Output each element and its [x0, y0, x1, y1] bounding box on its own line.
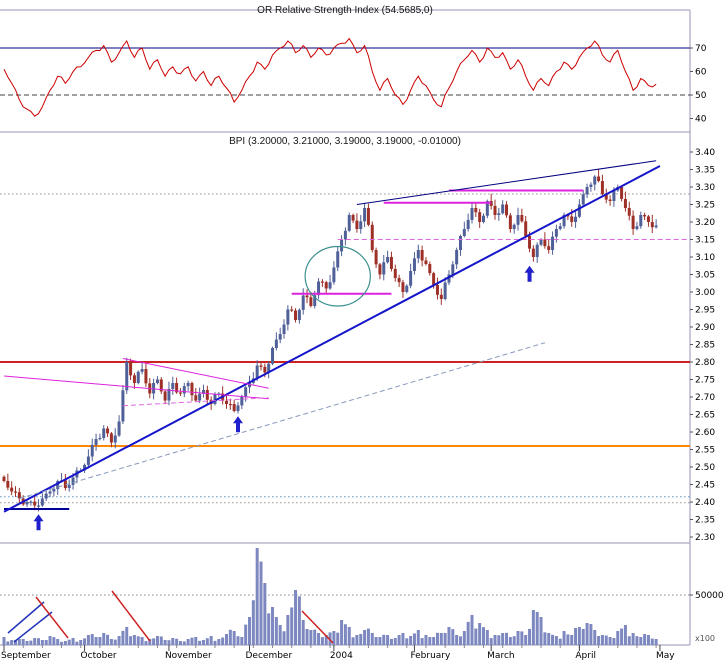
- price-axis-label: 2.85: [695, 341, 715, 351]
- highlight-circle: [304, 245, 371, 307]
- price-axis-label: 3.05: [695, 271, 715, 281]
- buy-signal-arrow: [232, 416, 243, 433]
- price-axis-label: 3.30: [695, 183, 715, 193]
- month-axis-label: September: [1, 651, 51, 661]
- rsi-axis-label: 50: [695, 91, 707, 101]
- price-axis-label: 2.55: [695, 446, 715, 456]
- price-axis-label: 2.90: [695, 323, 715, 333]
- month-axis-label: February: [410, 651, 451, 661]
- axis-labels: 3.40 3.35 3.30 3.25 3.20 3.15 3.10 3.05 3.00 2.95…: [1, 44, 724, 661]
- price-axis-label: 3.25: [695, 201, 715, 211]
- price-axis-label: 3.10: [695, 253, 715, 263]
- buy-signal-arrow: [524, 265, 535, 282]
- price-axis-label: 3.40: [695, 148, 715, 158]
- indicator-title: OR Relative Strength Index (54.5685,0): [257, 5, 433, 16]
- price-axis-label: 3.20: [695, 218, 715, 228]
- rsi-axis-label: 70: [695, 44, 707, 54]
- price-axis-label: 3.35: [695, 166, 715, 176]
- volume-axis-label: 50000: [695, 591, 724, 601]
- month-axis-label: May: [656, 651, 675, 661]
- price-axis-label: 2.60: [695, 428, 715, 438]
- month-axis-label: October: [81, 651, 117, 661]
- price-axis-label: 3.15: [695, 236, 715, 246]
- price-axis-label: 2.45: [695, 481, 715, 491]
- rsi-panel: [0, 37, 690, 117]
- buy-signal-arrow: [33, 514, 44, 531]
- rsi-line: [3, 37, 657, 117]
- rsi-axis-label: 60: [695, 68, 707, 78]
- month-axis-label: April: [575, 651, 596, 661]
- price-title: BPI (3.20000, 3.21000, 3.19000, 3.19000,…: [229, 136, 461, 147]
- rsi-axis-label: 40: [695, 115, 707, 125]
- volume-panel: [0, 548, 690, 645]
- price-axis-label: 2.95: [695, 306, 715, 316]
- price-axis-label: 2.65: [695, 411, 715, 421]
- price-axis-label: 2.50: [695, 463, 715, 473]
- month-axis-label: 2004: [330, 651, 353, 661]
- volume-scale-note: x100: [695, 634, 715, 643]
- price-axis-label: 2.70: [695, 393, 715, 403]
- month-axis-label: December: [246, 651, 293, 661]
- month-axis-label: March: [487, 651, 514, 661]
- price-axis-label: 2.80: [695, 358, 715, 368]
- price-axis-label: 2.35: [695, 516, 715, 526]
- price-axis-label: 3.00: [695, 288, 715, 298]
- month-axis-label: November: [165, 651, 212, 661]
- price-axis-label: 2.40: [695, 498, 715, 508]
- panel-borders: [0, 9, 691, 646]
- price-panel: [0, 160, 690, 531]
- price-axis-label: 2.30: [695, 533, 715, 543]
- price-axis-label: 2.75: [695, 376, 715, 386]
